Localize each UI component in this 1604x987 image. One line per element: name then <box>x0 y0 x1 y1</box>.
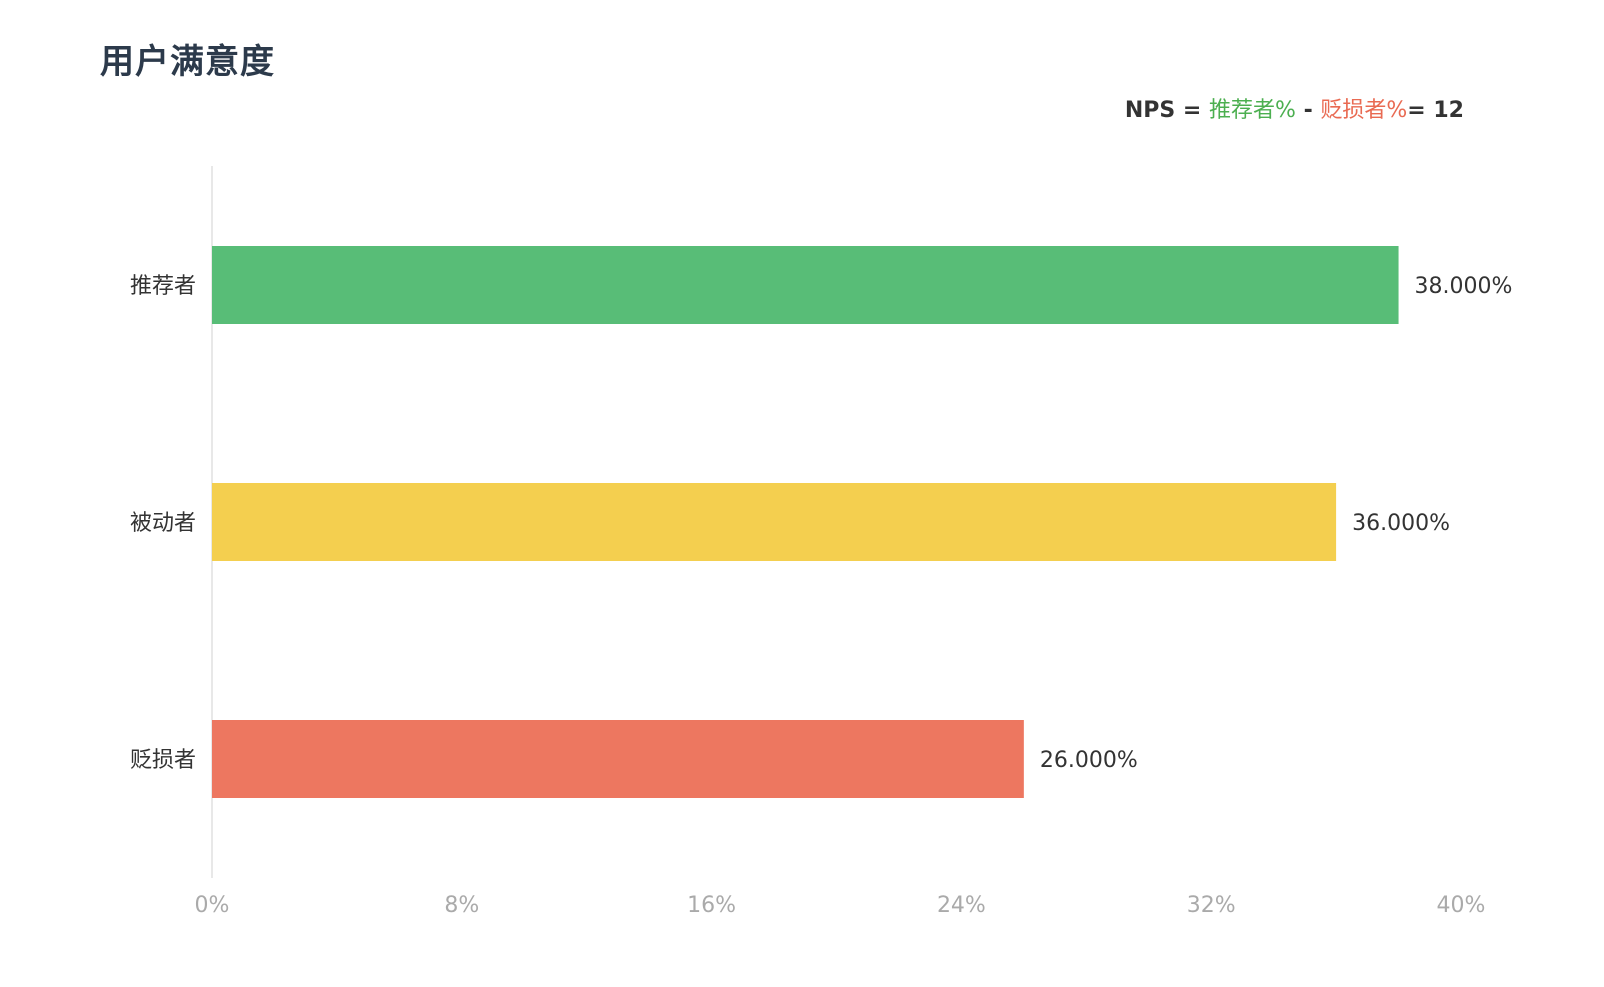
bar-1 <box>212 483 1337 561</box>
x-axis-ticks-group: 0% 8% 16% 24% 32% 40% <box>195 893 1486 918</box>
nps-minus: - <box>1295 98 1321 123</box>
x-tick-label-1: 8% <box>444 893 479 918</box>
x-tick-label-3: 24% <box>937 893 986 918</box>
x-tick-label-5: 40% <box>1437 893 1486 918</box>
x-tick-label-2: 16% <box>687 893 736 918</box>
data-label-1: 36.000% <box>1352 511 1450 536</box>
nps-label: NPS <box>1124 98 1176 123</box>
x-tick-label-0: 0% <box>195 893 230 918</box>
data-label-2: 26.000% <box>1040 748 1138 773</box>
category-label-2: 贬损者 <box>130 748 196 773</box>
bars-group <box>212 246 1399 798</box>
nps-promoter-term: 推荐者% <box>1209 98 1296 123</box>
chart-title: 用户满意度 <box>100 42 275 82</box>
nps-value: 12 <box>1433 98 1464 123</box>
category-label-1: 被动者 <box>130 511 196 536</box>
bar-0 <box>212 246 1399 324</box>
nps-formula: NPS = 推荐者% - 贬损者%= 12 <box>1125 92 1464 124</box>
bar-2 <box>212 720 1024 798</box>
nps-equals-2: = <box>1407 98 1434 123</box>
x-tick-label-4: 32% <box>1187 893 1236 918</box>
nps-equals: = <box>1175 98 1210 123</box>
data-labels-group: 38.000% 36.000% 26.000% <box>1040 274 1513 773</box>
data-label-0: 38.000% <box>1415 274 1513 299</box>
category-label-0: 推荐者 <box>130 274 196 299</box>
nps-detractor-term: 贬损者% <box>1320 98 1408 123</box>
